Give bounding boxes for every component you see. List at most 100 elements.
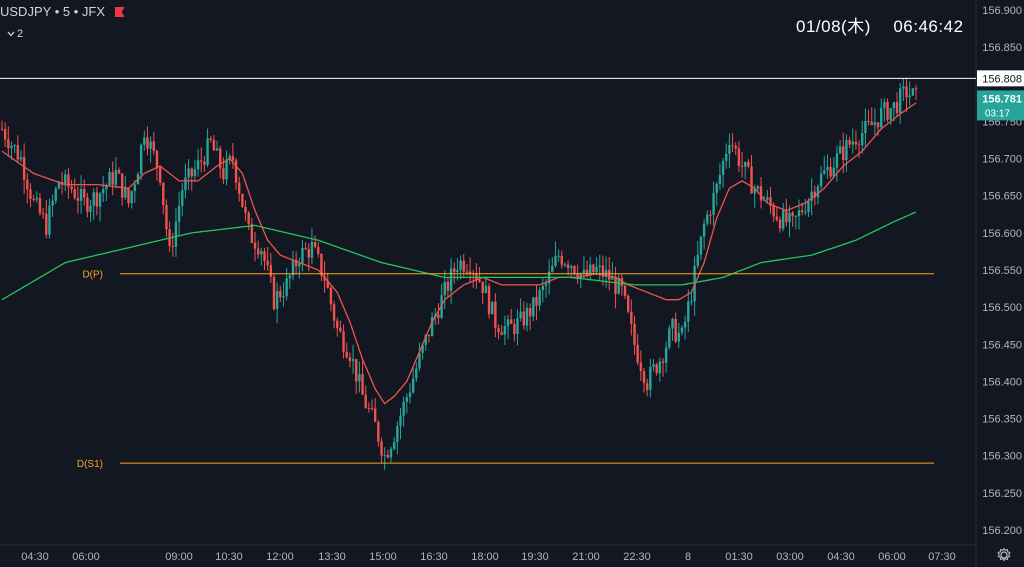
candle-body <box>819 173 823 187</box>
candle-body <box>158 167 162 183</box>
pivot-levels: D(P) D(S1) <box>0 77 976 470</box>
price-tick-label: 156.400 <box>982 376 1022 388</box>
candle-body <box>256 248 260 255</box>
candle-body <box>484 285 488 294</box>
candle-body <box>582 269 586 274</box>
candle-body <box>421 344 424 353</box>
candle-body <box>219 148 222 169</box>
time-tick-label: 12:00 <box>266 551 294 563</box>
candle-body <box>345 351 348 358</box>
candle-body <box>32 198 35 200</box>
candle-body <box>79 188 83 201</box>
candle-body <box>867 121 870 123</box>
candle-body <box>598 265 601 267</box>
candle-body <box>513 323 516 334</box>
candle-body <box>386 454 390 458</box>
candle-body <box>491 301 494 315</box>
candle-body <box>658 361 662 374</box>
candle-body <box>528 307 532 317</box>
candle-body <box>16 145 20 160</box>
candle-body <box>535 297 538 306</box>
candle-body <box>585 269 589 276</box>
candle-body <box>162 182 165 206</box>
indicator-toggle-button[interactable]: 2 <box>2 26 28 42</box>
plot-area[interactable] <box>0 0 976 545</box>
candle-body <box>117 169 121 174</box>
gear-icon[interactable] <box>996 547 1012 563</box>
time-axis[interactable]: 04:30 06:00 09:00 10:30 12:00 13:30 15:00 16:30… <box>21 551 956 563</box>
flag-icon[interactable] <box>114 7 125 17</box>
slow-ma-line <box>1 211 917 301</box>
candle-body <box>405 397 409 402</box>
price-tick-label: 156.450 <box>982 339 1022 351</box>
candle-body <box>418 352 421 369</box>
symbol-header[interactable]: USDJPY • 5 • JFX <box>0 4 125 19</box>
candle-body <box>614 276 617 294</box>
candle-body <box>756 186 760 189</box>
candle-body <box>41 213 45 215</box>
price-tick-label: 156.650 <box>982 191 1022 203</box>
candle-body <box>892 102 896 109</box>
price-tick-label: 156.900 <box>982 5 1022 17</box>
candle-body <box>608 269 611 280</box>
candle-body <box>336 320 339 328</box>
candle-body <box>209 138 212 140</box>
candle-body <box>143 137 146 145</box>
candle-body <box>766 197 769 200</box>
candle-body <box>560 255 563 265</box>
candle-body <box>573 266 576 274</box>
candle-body <box>636 344 639 363</box>
price-tick-label: 156.850 <box>982 42 1022 54</box>
price-tick-label: 156.500 <box>982 302 1022 314</box>
candle-body <box>285 278 288 297</box>
last-price-badge[interactable] <box>977 90 1024 121</box>
candle-body <box>494 301 497 329</box>
candle-body <box>307 248 310 258</box>
candle-body <box>396 426 399 443</box>
candle-body <box>237 182 241 194</box>
candle-body <box>671 318 674 329</box>
candle-body <box>898 88 902 113</box>
candle-body <box>842 146 845 161</box>
candle-body <box>266 260 269 266</box>
candle-body <box>525 307 529 326</box>
candle-body <box>152 141 156 151</box>
candle-body <box>348 357 352 361</box>
pivot-label: D(P) <box>82 270 103 281</box>
candle-body <box>329 287 333 305</box>
candle-body <box>402 401 405 416</box>
symbol-name[interactable]: USDJPY <box>0 4 52 19</box>
candle-body <box>642 371 646 384</box>
candle-body <box>184 177 187 191</box>
time-tick-label: 04:30 <box>827 551 855 563</box>
candle-body <box>177 205 181 222</box>
candle-body <box>794 215 798 217</box>
price-tick-label: 156.250 <box>982 488 1022 500</box>
candle-body <box>889 108 892 120</box>
candle-body <box>427 334 431 337</box>
candle-body <box>411 378 415 393</box>
interval-label[interactable]: 5 <box>62 4 71 19</box>
candle-body <box>709 214 712 216</box>
candle-body <box>193 169 197 177</box>
price-axis[interactable]: 156.900156.850156.750156.700156.650156.6… <box>977 5 1024 537</box>
candle-body <box>611 276 614 280</box>
horizontal-level-badge[interactable] <box>977 70 1024 87</box>
candle-body <box>13 145 16 147</box>
candle-body <box>317 247 320 254</box>
candle-body <box>263 251 266 261</box>
candle-body <box>370 408 374 410</box>
candle-body <box>200 160 203 162</box>
candle-body <box>649 366 652 390</box>
candle-body <box>310 242 314 258</box>
candle-body <box>661 361 665 363</box>
price-tick-label: 156.300 <box>982 451 1022 463</box>
candle-body <box>92 192 95 206</box>
candle-body <box>807 200 810 213</box>
candle-body <box>813 191 816 198</box>
candle-body <box>683 321 687 328</box>
candle-body <box>332 304 336 321</box>
candle-body <box>244 206 247 213</box>
candle-body <box>102 189 105 194</box>
